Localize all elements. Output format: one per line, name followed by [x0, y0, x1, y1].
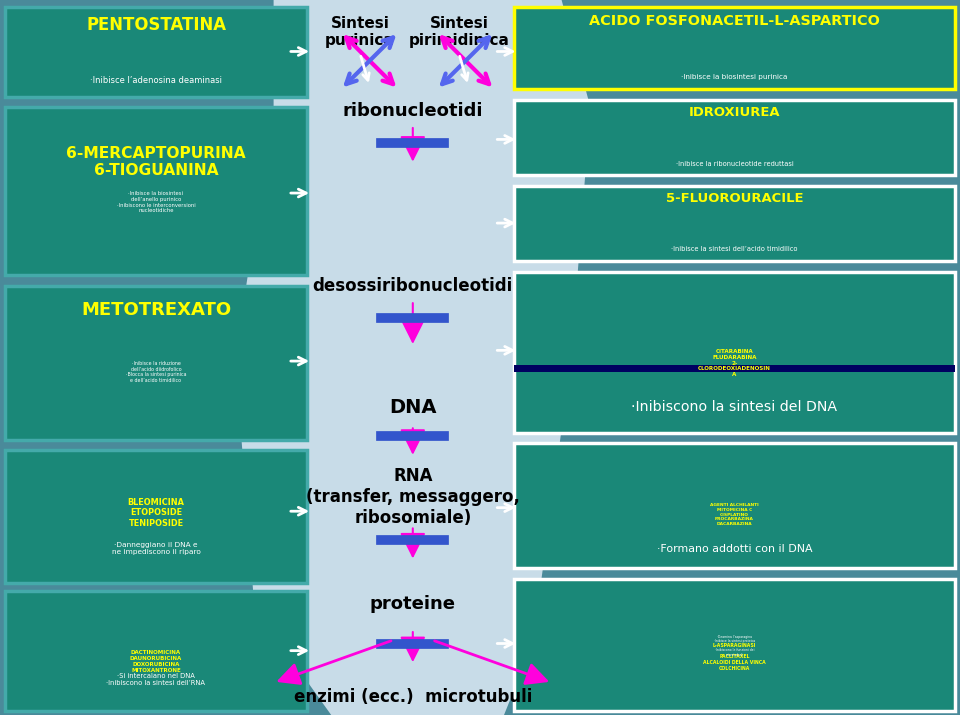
FancyBboxPatch shape [514, 186, 955, 261]
FancyBboxPatch shape [5, 7, 307, 97]
FancyBboxPatch shape [514, 100, 955, 175]
Text: Sintesi
pirimidinica: Sintesi pirimidinica [408, 16, 510, 49]
Text: proteine: proteine [370, 595, 456, 613]
Text: ·Deamina l’asparagina
·Inibisce la sintesi proteica
 
·Inibiscono le funzioni de: ·Deamina l’asparagina ·Inibisce la sinte… [714, 635, 755, 656]
Text: Sintesi
purinica: Sintesi purinica [325, 16, 395, 49]
Text: 5-FLUOROURACILE: 5-FLUOROURACILE [665, 192, 804, 205]
FancyBboxPatch shape [514, 579, 955, 711]
Text: ·Inibisce la biosintesi
dell’anello purinico
·Inibiscono le interconversioni
nuc: ·Inibisce la biosintesi dell’anello puri… [116, 192, 196, 213]
Text: ·Inibiscono la sintesi del DNA: ·Inibiscono la sintesi del DNA [632, 400, 837, 414]
Text: ·Si intercalano nel DNA
·Inibiscono la sintesi dell’RNA: ·Si intercalano nel DNA ·Inibiscono la s… [107, 674, 205, 686]
Text: IDROXIUREA: IDROXIUREA [688, 106, 780, 119]
Text: desossiribonucleotidi: desossiribonucleotidi [313, 277, 513, 295]
Text: RNA
(transfer, messaggero,
ribosomiale): RNA (transfer, messaggero, ribosomiale) [306, 467, 519, 527]
Text: ·Formano addotti con il DNA: ·Formano addotti con il DNA [657, 544, 812, 554]
Polygon shape [235, 0, 590, 715]
Text: PENTOSTATINA: PENTOSTATINA [86, 16, 226, 34]
Text: BLEOMICINA
ETOPOSIDE
TENIPOSIDE: BLEOMICINA ETOPOSIDE TENIPOSIDE [128, 498, 184, 528]
FancyBboxPatch shape [5, 591, 307, 711]
Bar [514, 365, 955, 373]
FancyBboxPatch shape [5, 107, 307, 275]
Text: ribonucleotidi: ribonucleotidi [343, 102, 483, 120]
Text: DACTINOMICINA
DAUNORUBICINA
DOXORUBICINA
MITOXANTRONE: DACTINOMICINA DAUNORUBICINA DOXORUBICINA… [130, 650, 182, 673]
Text: DNA: DNA [389, 398, 437, 417]
FancyBboxPatch shape [5, 450, 307, 583]
Text: ·Inibisce la riduzione
dell’acido diidrofolico
·Blocca la sintesi purinica
e del: ·Inibisce la riduzione dell’acido diidro… [126, 361, 186, 383]
Text: ·Inibisce la sintesi dell’acido timidilico: ·Inibisce la sintesi dell’acido timidili… [671, 247, 798, 252]
Text: L-ASPARAGINASI
 
PACLITAXEL
ALCALOIDI DELLA VINCA
COLCHICINA: L-ASPARAGINASI PACLITAXEL ALCALOIDI DELL… [703, 643, 766, 671]
Text: METOTREXATO: METOTREXATO [81, 302, 231, 320]
Text: ·Inibisce l’adenosina deaminasi: ·Inibisce l’adenosina deaminasi [90, 76, 222, 85]
FancyBboxPatch shape [514, 7, 955, 89]
Text: AGENTI ALCHILANTI
MITOMICINA C
CISPLATINO
PROCARBAZINA
DACARBAZINA: AGENTI ALCHILANTI MITOMICINA C CISPLATIN… [710, 503, 758, 526]
Text: ·Inibisce la ribonucleotide reduttasi: ·Inibisce la ribonucleotide reduttasi [676, 161, 793, 167]
Text: ACIDO FOSFONACETIL-L-ASPARTICO: ACIDO FOSFONACETIL-L-ASPARTICO [589, 14, 879, 28]
FancyBboxPatch shape [514, 443, 955, 568]
Text: ·Danneggiano il DNA e
ne impediscono il riparo: ·Danneggiano il DNA e ne impediscono il … [111, 542, 201, 555]
Text: enzimi (ecc.)  microtubuli: enzimi (ecc.) microtubuli [294, 688, 532, 706]
FancyBboxPatch shape [5, 286, 307, 440]
Text: CITARABINA
FLUDARABINA
2-
CLORODEOXIADENOSIN
A: CITARABINA FLUDARABINA 2- CLORODEOXIADEN… [698, 349, 771, 377]
Text: 6-MERCAPTOPURINA
6-TIOGUANINA: 6-MERCAPTOPURINA 6-TIOGUANINA [66, 146, 246, 178]
FancyBboxPatch shape [514, 272, 955, 433]
Text: ·Inibisce la biosintesi purinica: ·Inibisce la biosintesi purinica [682, 74, 787, 80]
